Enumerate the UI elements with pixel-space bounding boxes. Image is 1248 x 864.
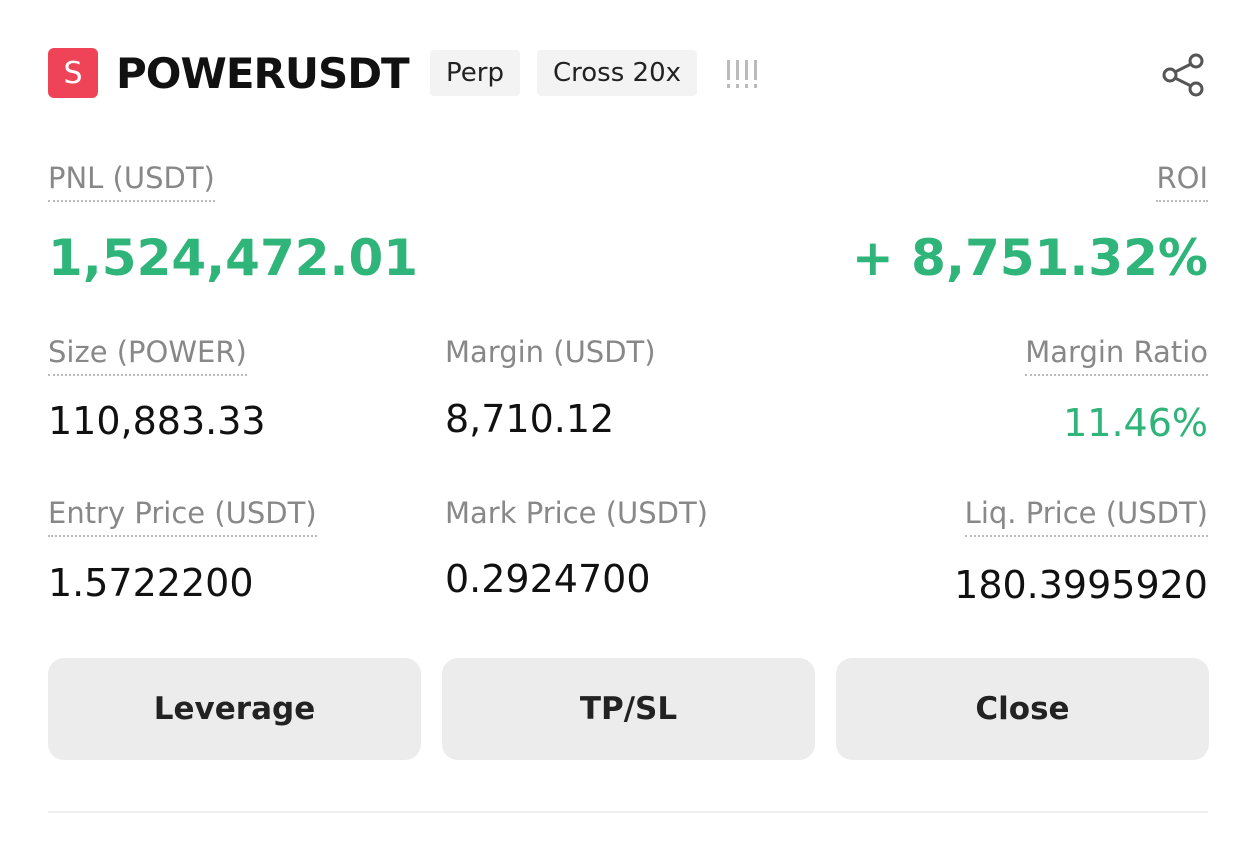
field-value: 180.3995920 <box>954 563 1208 607</box>
tag: Perp <box>430 50 520 96</box>
tag: Cross 20x <box>537 50 698 96</box>
field-label: Mark Price (USDT) <box>445 496 708 530</box>
tpsl-button[interactable]: TP/SL <box>442 658 815 760</box>
symbol: POWERUSDT <box>116 49 410 98</box>
pnl-value: 1,524,472.01 <box>48 229 419 287</box>
divider <box>48 811 1208 813</box>
field-value: 8,710.12 <box>445 397 615 441</box>
roi-label: ROI <box>1156 160 1208 202</box>
close-button[interactable]: Close <box>836 658 1209 760</box>
share-button[interactable] <box>1160 52 1208 98</box>
pnl-label: PNL (USDT) <box>48 160 215 202</box>
symbol-badge: S <box>48 48 98 98</box>
signal-icon <box>727 60 757 88</box>
field-value: 1.5722200 <box>48 561 254 605</box>
field-label: Margin Ratio <box>1025 334 1208 376</box>
field-label: Margin (USDT) <box>445 335 656 369</box>
field-label: Liq. Price (USDT) <box>964 495 1208 537</box>
leverage-button[interactable]: Leverage <box>48 658 421 760</box>
field-value: 110,883.33 <box>48 399 266 443</box>
roi-value: + 8,751.32% <box>851 229 1208 287</box>
field-value: 11.46% <box>1063 401 1208 445</box>
field-value: 0.2924700 <box>445 557 651 601</box>
field-label: Size (POWER) <box>48 334 247 376</box>
field-label: Entry Price (USDT) <box>48 495 317 537</box>
